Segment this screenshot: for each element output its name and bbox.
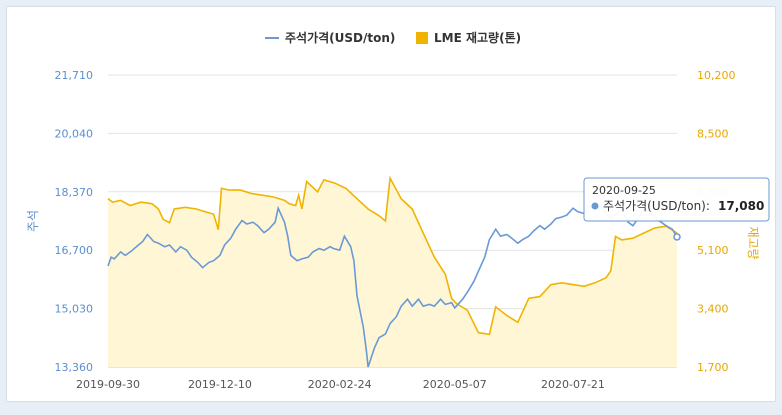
price-line [107, 203, 678, 368]
y-axis-right-title: 재고량 [746, 226, 760, 259]
x-tick-label: 2020-07-21 [541, 378, 605, 391]
chart-container: 21,710 20,040 18,370 16,700 15,030 13,360 10,… [6, 6, 776, 402]
tooltip-value: 17,080 [718, 199, 764, 213]
y-left-tick-label: 18,370 [55, 186, 94, 199]
y-left-tick-label: 20,040 [55, 127, 94, 140]
y-left-tick-label: 21,710 [55, 69, 94, 82]
y-right-tick-label: 5,100 [697, 244, 729, 257]
y-right-tick-label: 1,700 [697, 361, 729, 374]
legend-item-stock[interactable]: LME 재고량(톤) [416, 31, 521, 45]
tooltip-series-dot [591, 202, 599, 210]
y-left-tick-label: 16,700 [55, 244, 94, 257]
legend-label-price: 주석가격(USD/ton) [285, 30, 395, 45]
tooltip: 2020-09-25 주석가격(USD/ton): 17,080 [583, 177, 770, 222]
y-axis-left: 21,710 20,040 18,370 16,700 15,030 13,360 [55, 69, 94, 374]
y-right-tick-label: 3,400 [697, 303, 729, 316]
price-hover-marker[interactable] [673, 233, 681, 241]
dual-axis-line-chart: 21,710 20,040 18,370 16,700 15,030 13,360 10,… [26, 30, 770, 391]
y-axis-left-title: 주석 [26, 210, 40, 232]
x-axis: 2019-09-30 2019-12-10 2020-02-24 2020-05-07… [76, 378, 605, 391]
legend-item-price[interactable]: 주석가격(USD/ton) [265, 30, 395, 45]
stock-area-series [107, 175, 678, 367]
tooltip-label: 주석가격(USD/ton): [603, 199, 710, 213]
legend: 주석가격(USD/ton) LME 재고량(톤) [265, 30, 521, 45]
y-left-tick-label: 13,360 [55, 361, 94, 374]
x-tick-label: 2020-02-24 [308, 378, 372, 391]
x-tick-label: 2019-09-30 [76, 378, 140, 391]
y-right-tick-label: 10,200 [697, 69, 736, 82]
stock-line [107, 175, 678, 336]
legend-box-icon [416, 32, 428, 44]
tooltip-date: 2020-09-25 [592, 184, 656, 197]
y-left-tick-label: 15,030 [55, 303, 94, 316]
legend-label-stock: LME 재고량(톤) [434, 31, 521, 45]
stock-area-fill [108, 178, 677, 367]
x-tick-label: 2019-12-10 [188, 378, 252, 391]
price-line-series [107, 203, 681, 368]
x-tick-label: 2020-05-07 [423, 378, 487, 391]
y-right-tick-label: 8,500 [697, 127, 729, 140]
tooltip-box [583, 177, 770, 222]
